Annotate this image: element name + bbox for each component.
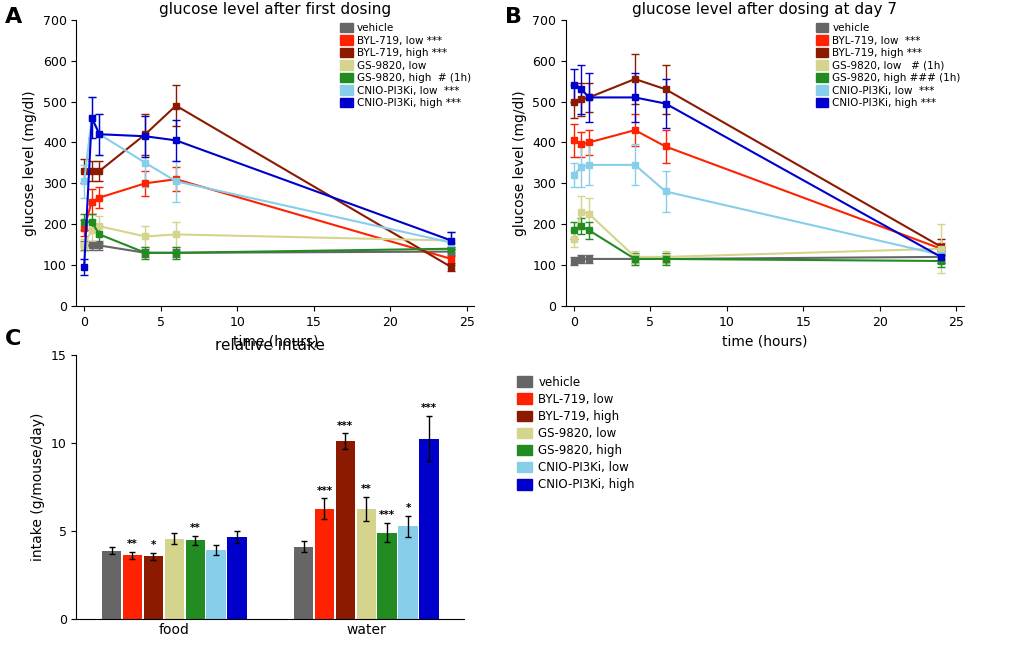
Text: ***: *** — [421, 403, 437, 413]
Bar — [164, 539, 183, 619]
Bar — [419, 439, 438, 619]
Text: *: * — [151, 540, 156, 550]
Bar — [398, 526, 418, 619]
Bar — [335, 442, 355, 619]
Bar — [206, 550, 225, 619]
Bar — [122, 555, 142, 619]
Bar — [227, 537, 247, 619]
X-axis label: time (hours): time (hours) — [232, 334, 318, 348]
Bar — [102, 551, 121, 619]
Text: B: B — [504, 7, 522, 26]
Bar — [185, 540, 205, 619]
Title: glucose level after first dosing: glucose level after first dosing — [159, 2, 391, 17]
Y-axis label: glucose level (mg/dl): glucose level (mg/dl) — [23, 90, 37, 236]
Text: ***: *** — [316, 486, 332, 495]
Text: **: ** — [190, 523, 201, 534]
Text: C: C — [5, 329, 21, 349]
Legend: vehicle, BYL-719, low ***, BYL-719, high ***, GS-9820, low, GS-9820, high  # (1h: vehicle, BYL-719, low ***, BYL-719, high… — [338, 21, 473, 111]
Legend: vehicle, BYL-719, low  ***, BYL-719, high ***, GS-9820, low   # (1h), GS-9820, h: vehicle, BYL-719, low ***, BYL-719, high… — [813, 21, 962, 111]
Title: glucose level after dosing at day 7: glucose level after dosing at day 7 — [632, 2, 897, 17]
Bar — [144, 556, 163, 619]
Bar — [377, 532, 396, 619]
Title: relative intake: relative intake — [215, 338, 325, 353]
Y-axis label: glucose level (mg/dl): glucose level (mg/dl) — [513, 90, 526, 236]
Y-axis label: intake (g/mouse/day): intake (g/mouse/day) — [32, 413, 45, 561]
Text: *: * — [405, 503, 411, 513]
X-axis label: time (hours): time (hours) — [721, 334, 807, 348]
Bar — [293, 547, 313, 619]
Bar — [357, 509, 376, 619]
Bar — [315, 509, 334, 619]
Text: **: ** — [127, 539, 138, 549]
Text: **: ** — [361, 484, 371, 494]
Text: A: A — [5, 7, 22, 26]
Text: ***: *** — [337, 420, 353, 431]
Text: ***: *** — [379, 510, 395, 520]
Legend: vehicle, BYL-719, low, BYL-719, high, GS-9820, low, GS-9820, high, CNIO-PI3Ki, l: vehicle, BYL-719, low, BYL-719, high, GS… — [516, 374, 636, 493]
